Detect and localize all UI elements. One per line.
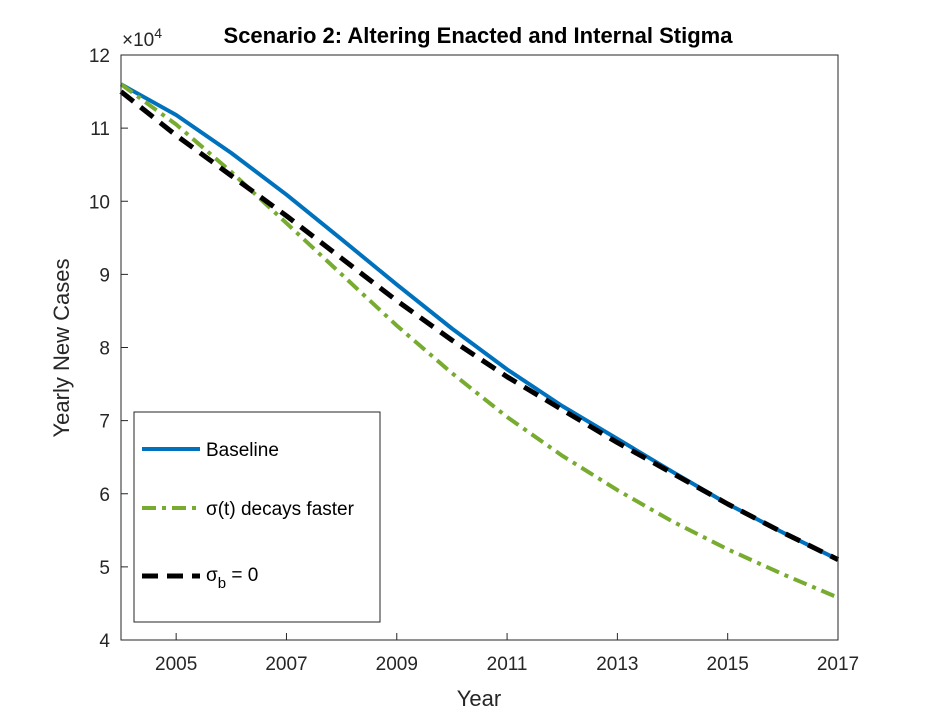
legend-label-sigma-b-zero: σb = 0	[206, 565, 258, 592]
legend-label-sigma-decays-faster: σ(t) decays faster	[206, 499, 355, 520]
x-tick-label-2005: 2005	[155, 654, 197, 675]
x-tick-label-2011: 2011	[487, 654, 528, 675]
y-exponent-base: ×10	[122, 30, 154, 51]
y-tick-label-9: 9	[99, 265, 110, 286]
legend: Baseline σ(t) decays faster σb = 0	[133, 411, 381, 623]
y-exponent-label: ×104	[122, 25, 162, 51]
chart-title: Scenario 2: Altering Enacted and Interna…	[224, 23, 734, 48]
y-tick-label-8: 8	[99, 339, 110, 360]
y-tick-label-11: 11	[90, 119, 110, 140]
legend-label-baseline: Baseline	[206, 440, 279, 461]
x-tick-label-2009: 2009	[376, 654, 418, 675]
x-tick-label-2007: 2007	[265, 654, 307, 675]
series-line-1	[119, 82, 839, 600]
y-tick-label-12: 12	[89, 46, 110, 67]
x-tick-label-2015: 2015	[707, 654, 749, 675]
y-axis-label: Yearly New Cases	[49, 259, 74, 438]
y-exponent-power: 4	[154, 25, 162, 41]
x-axis-label: Year	[457, 686, 501, 711]
series-line-2	[119, 89, 840, 562]
x-tick-label-2017: 2017	[817, 654, 859, 675]
y-tick-label-7: 7	[99, 412, 110, 433]
y-axis: 4 5 6 7 8 9 10 11 12	[89, 46, 128, 652]
y-tick-label-6: 6	[99, 485, 110, 506]
series-layer	[119, 82, 840, 600]
legend-label-subscript-b: b	[218, 575, 226, 592]
y-tick-label-10: 10	[89, 192, 110, 213]
legend-label-suffix: = 0	[226, 565, 258, 586]
y-tick-label-4: 4	[99, 631, 110, 652]
x-tick-label-2013: 2013	[596, 654, 638, 675]
legend-label-sigma: σ	[206, 565, 218, 586]
y-tick-label-5: 5	[99, 558, 110, 579]
x-axis: 2005 2007 2009 2011 2013 2015 2017	[155, 633, 859, 675]
series-line-0	[120, 82, 839, 562]
